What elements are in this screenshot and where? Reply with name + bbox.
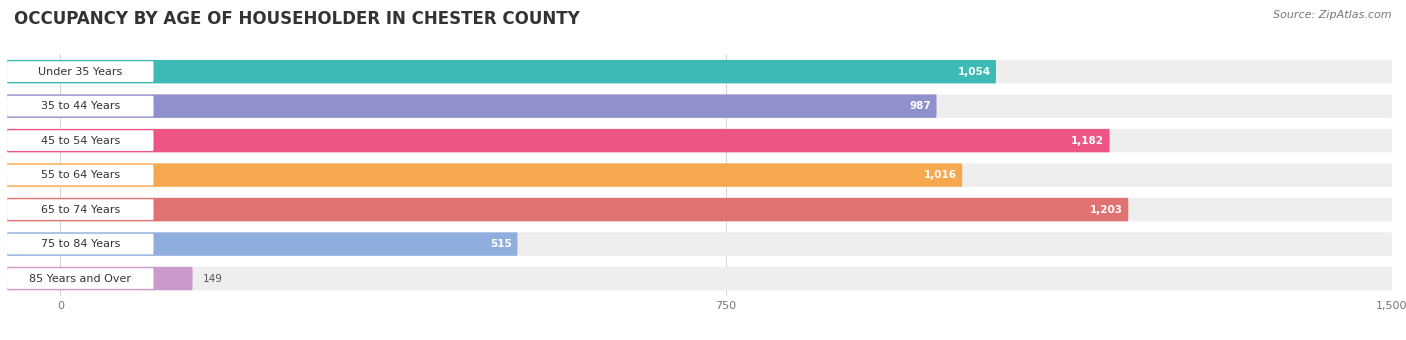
Text: 65 to 74 Years: 65 to 74 Years (41, 205, 120, 215)
FancyBboxPatch shape (7, 267, 1392, 290)
FancyBboxPatch shape (7, 61, 153, 82)
FancyBboxPatch shape (7, 164, 1392, 187)
Text: OCCUPANCY BY AGE OF HOUSEHOLDER IN CHESTER COUNTY: OCCUPANCY BY AGE OF HOUSEHOLDER IN CHEST… (14, 10, 579, 28)
FancyBboxPatch shape (7, 198, 1128, 221)
Text: 85 Years and Over: 85 Years and Over (30, 274, 131, 284)
FancyBboxPatch shape (7, 95, 936, 118)
Text: Source: ZipAtlas.com: Source: ZipAtlas.com (1274, 10, 1392, 20)
Text: 1,182: 1,182 (1071, 136, 1104, 146)
Text: 55 to 64 Years: 55 to 64 Years (41, 170, 120, 180)
FancyBboxPatch shape (7, 129, 1392, 152)
FancyBboxPatch shape (7, 60, 1392, 83)
Text: 75 to 84 Years: 75 to 84 Years (41, 239, 120, 249)
FancyBboxPatch shape (7, 129, 1109, 152)
FancyBboxPatch shape (7, 198, 1392, 221)
Text: 149: 149 (204, 274, 224, 284)
FancyBboxPatch shape (7, 199, 153, 220)
Text: Under 35 Years: Under 35 Years (38, 67, 122, 76)
Text: 1,016: 1,016 (924, 170, 957, 180)
Text: 45 to 54 Years: 45 to 54 Years (41, 136, 120, 146)
FancyBboxPatch shape (7, 267, 193, 290)
FancyBboxPatch shape (7, 130, 153, 151)
FancyBboxPatch shape (7, 234, 153, 254)
FancyBboxPatch shape (7, 232, 517, 256)
FancyBboxPatch shape (7, 165, 153, 185)
Text: 1,054: 1,054 (957, 67, 991, 76)
FancyBboxPatch shape (7, 95, 1392, 118)
FancyBboxPatch shape (7, 60, 995, 83)
Text: 515: 515 (491, 239, 512, 249)
FancyBboxPatch shape (7, 96, 153, 117)
FancyBboxPatch shape (7, 164, 962, 187)
Text: 35 to 44 Years: 35 to 44 Years (41, 101, 120, 111)
Text: 1,203: 1,203 (1090, 205, 1123, 215)
FancyBboxPatch shape (7, 232, 1392, 256)
Text: 987: 987 (910, 101, 931, 111)
FancyBboxPatch shape (7, 268, 153, 289)
